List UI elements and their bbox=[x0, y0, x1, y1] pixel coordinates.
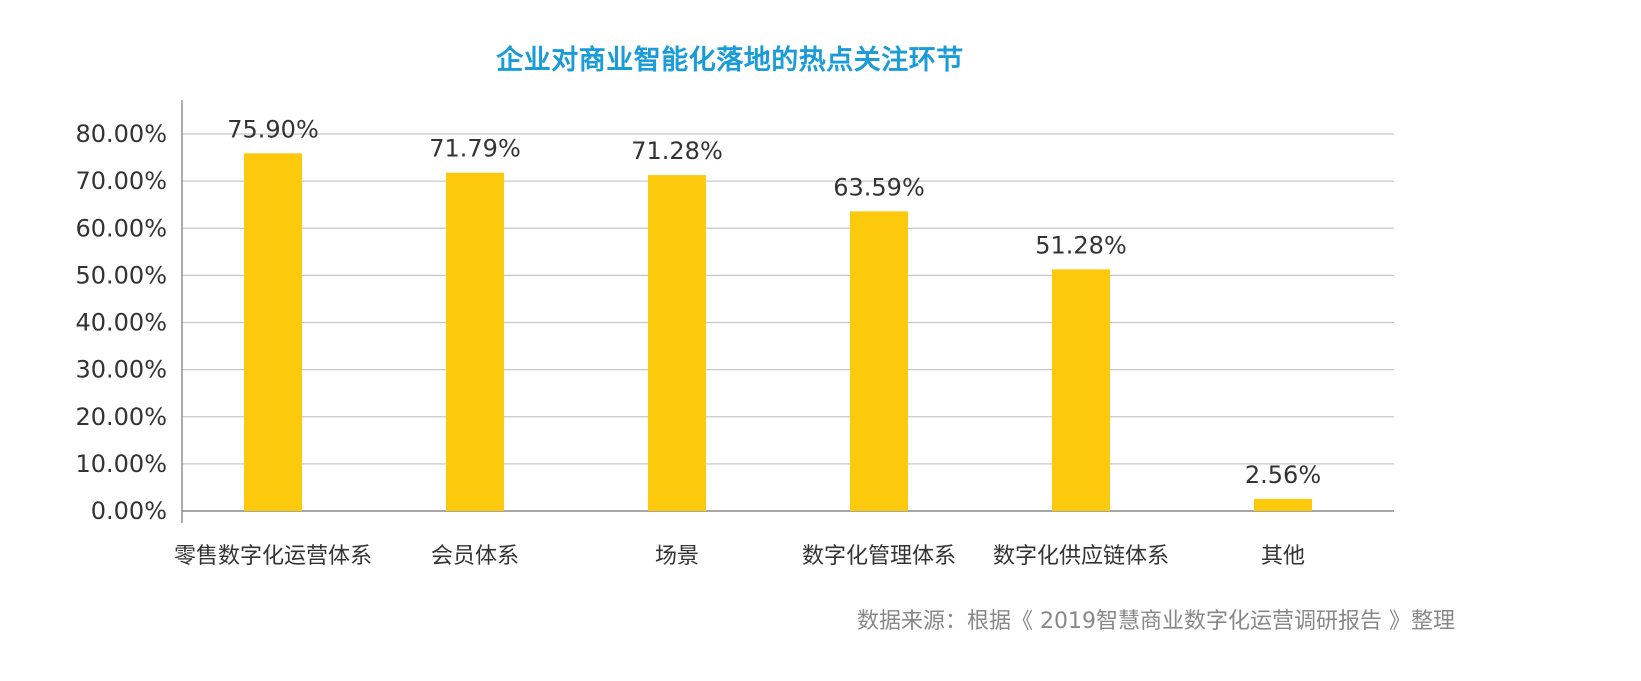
category-label: 会员体系 bbox=[431, 544, 519, 569]
category-label: 数字化管理体系 bbox=[802, 544, 956, 569]
y-tick-label: 20.00% bbox=[75, 403, 167, 431]
category-label: 数字化供应链体系 bbox=[993, 544, 1169, 569]
data-label: 63.59% bbox=[833, 173, 925, 201]
axes bbox=[181, 100, 1394, 523]
chart-title: 企业对商业智能化落地的热点关注环节 bbox=[496, 45, 964, 76]
bar bbox=[1052, 269, 1110, 511]
y-tick-label: 80.00% bbox=[75, 120, 167, 148]
y-tick-label: 10.00% bbox=[75, 450, 167, 478]
data-label: 71.28% bbox=[631, 137, 723, 165]
data-labels: 75.90% 71.79% 71.28% 63.59% 51.28% 2.56% bbox=[227, 115, 1321, 489]
category-label: 场景 bbox=[655, 544, 699, 569]
bar bbox=[648, 175, 706, 511]
source-note: 数据来源：根据《 2019智慧商业数字化运营调研报告 》整理 bbox=[857, 609, 1455, 634]
data-label: 51.28% bbox=[1035, 231, 1127, 259]
category-labels: 零售数字化运营体系 会员体系 场景 数字化管理体系 数字化供应链体系 其他 bbox=[174, 544, 1305, 569]
category-label: 零售数字化运营体系 bbox=[174, 544, 372, 569]
y-tick-label: 60.00% bbox=[75, 214, 167, 242]
data-label: 71.79% bbox=[429, 135, 521, 163]
y-tick-label: 30.00% bbox=[75, 356, 167, 384]
bar bbox=[850, 211, 908, 511]
gridlines bbox=[182, 133, 1394, 465]
bar bbox=[1254, 498, 1312, 511]
bars bbox=[244, 153, 1312, 512]
data-label: 75.90% bbox=[227, 115, 319, 143]
y-tick-label: 70.00% bbox=[75, 167, 167, 195]
bar bbox=[244, 153, 302, 512]
y-tick-label: 0.00% bbox=[91, 497, 167, 525]
y-tick-label: 50.00% bbox=[75, 261, 167, 289]
bar bbox=[446, 172, 504, 511]
data-label: 2.56% bbox=[1245, 461, 1321, 489]
y-tick-labels: 0.00% 10.00% 20.00% 30.00% 40.00% 50.00% 60.00… bbox=[75, 120, 167, 525]
category-label: 其他 bbox=[1261, 544, 1305, 569]
y-tick-label: 40.00% bbox=[75, 309, 167, 337]
